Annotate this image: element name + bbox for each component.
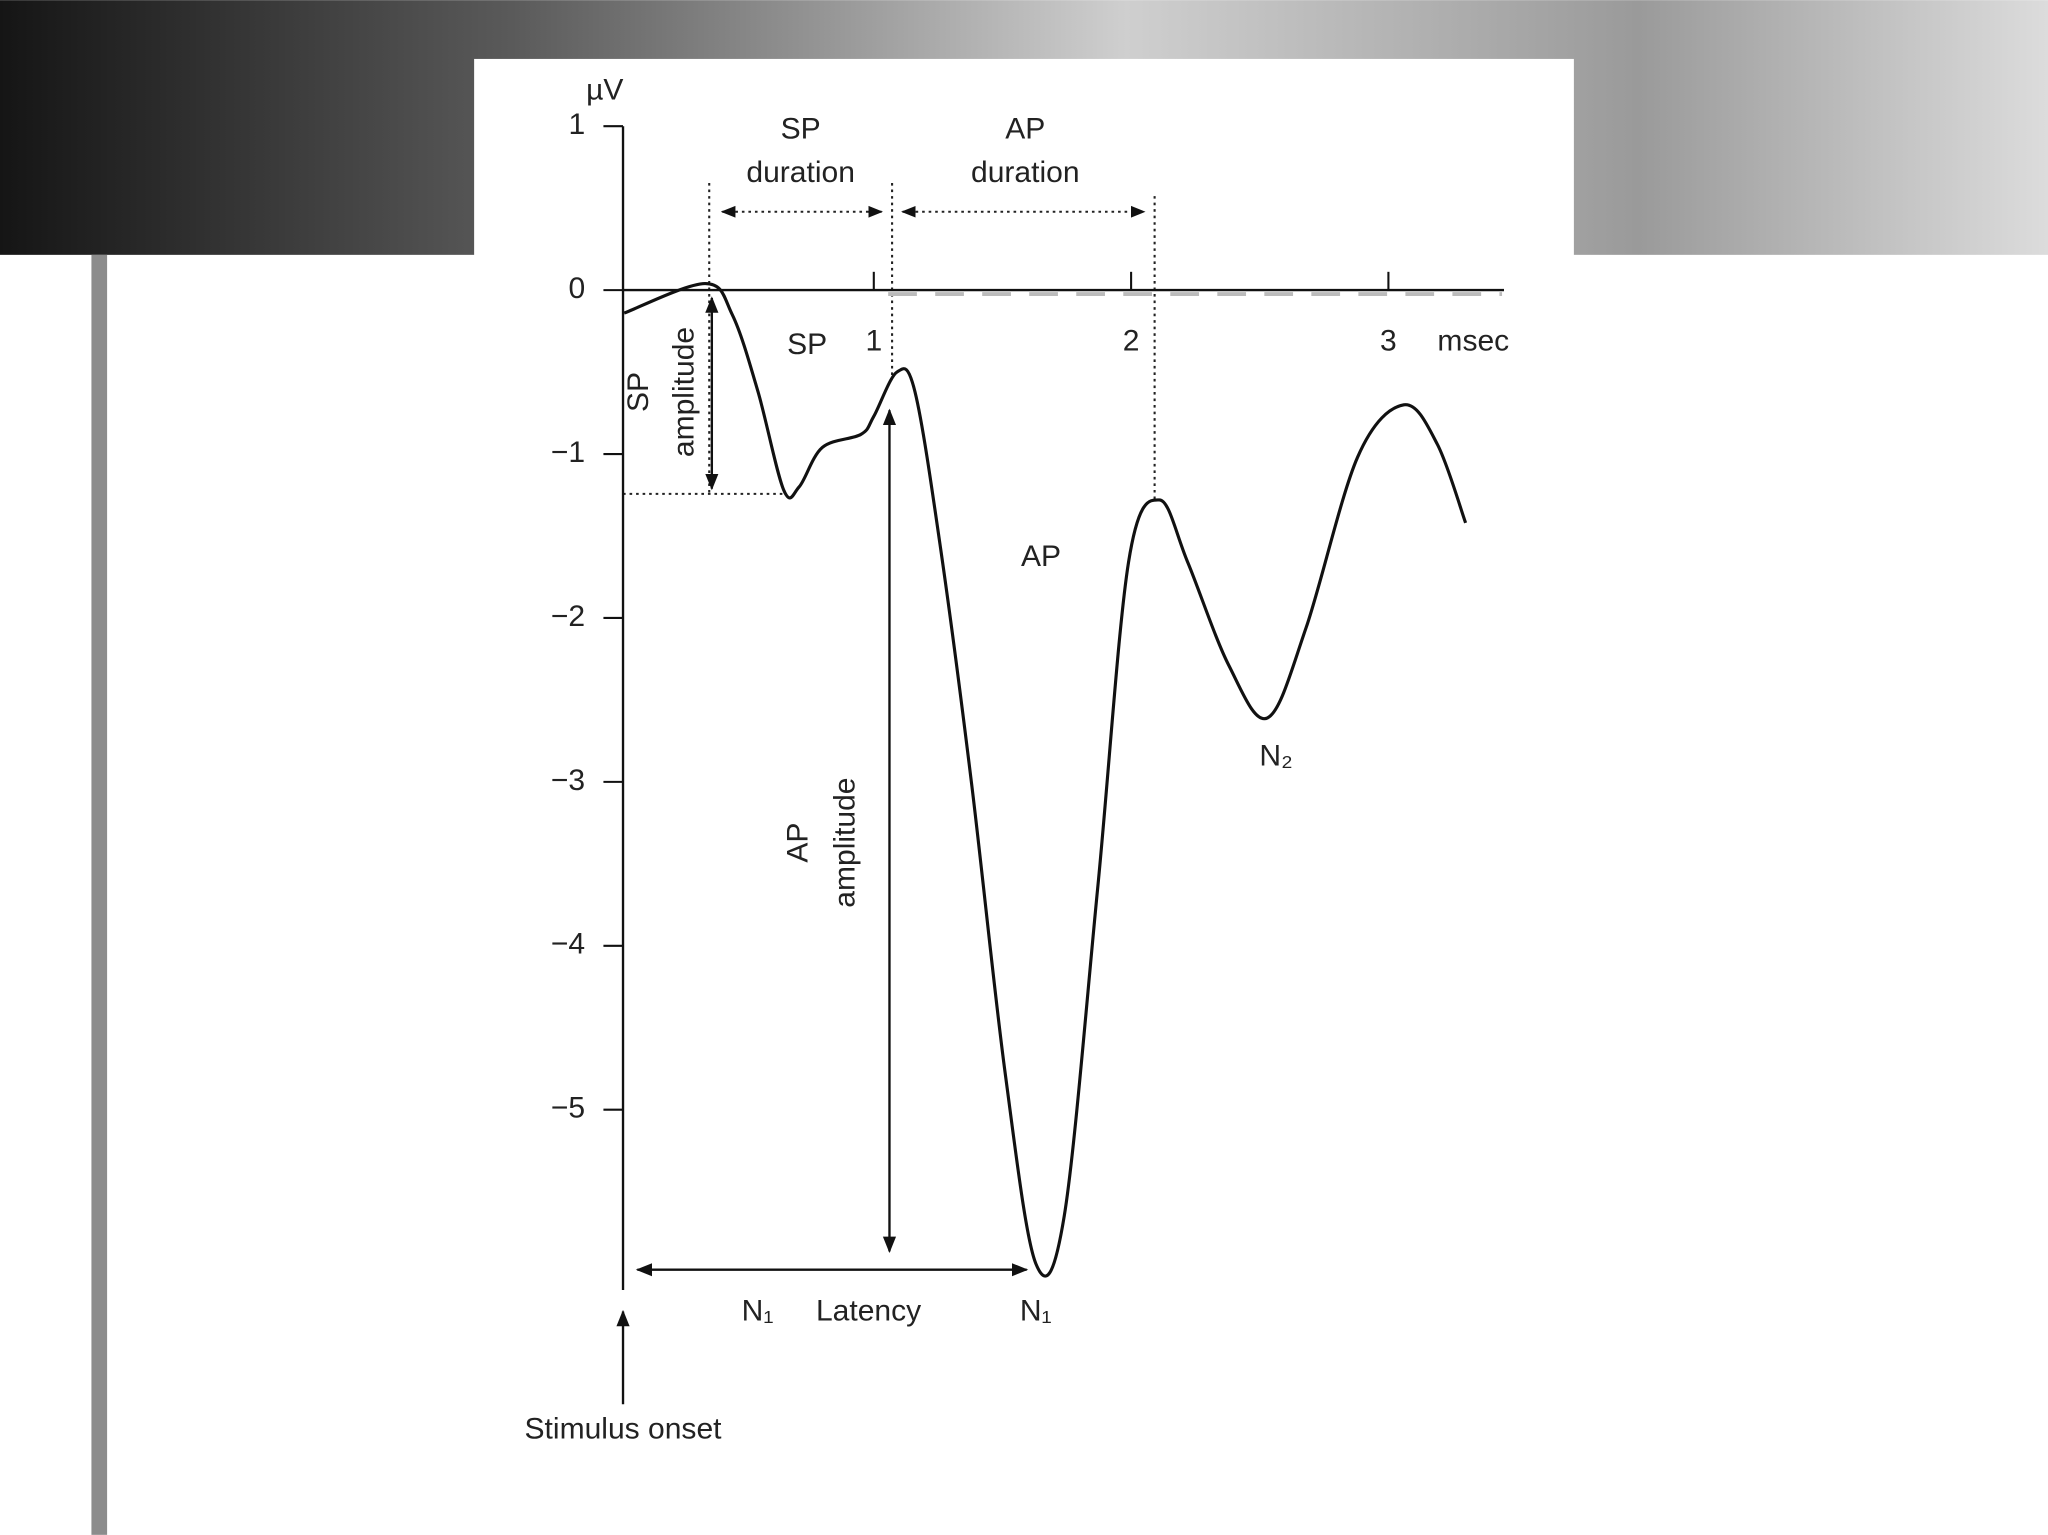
- annotation: AP: [781, 823, 814, 863]
- waveform: [623, 281, 1468, 1278]
- y-tick-label: −1: [551, 436, 585, 469]
- side-bar: [91, 254, 108, 1535]
- annotation: amplitude: [828, 777, 861, 907]
- x-tick-label: 1: [865, 324, 882, 357]
- annotation: Stimulus onset: [525, 1412, 723, 1445]
- annotation: N₂: [1259, 740, 1292, 773]
- annotation: SP: [781, 113, 821, 146]
- x-tick-label: 2: [1123, 324, 1140, 357]
- y-tick-label: −3: [551, 764, 585, 797]
- figure-area: [474, 58, 1574, 1535]
- annotation: SP: [622, 372, 655, 412]
- annotation: Latency: [816, 1295, 921, 1328]
- x-axis-label: msec: [1437, 324, 1509, 357]
- arrows: [616, 296, 1029, 1405]
- annotation: amplitude: [668, 327, 701, 457]
- y-axis-label: µV: [586, 74, 623, 107]
- annotation: N₁: [742, 1295, 774, 1328]
- y-tick-label: −2: [551, 600, 585, 633]
- y-tick-label: −4: [551, 928, 585, 961]
- y-tick-label: 0: [568, 272, 585, 305]
- annotation: duration: [971, 156, 1080, 189]
- y-tick-label: 1: [568, 108, 585, 141]
- y-tick-label: −5: [551, 1092, 585, 1125]
- x-tick-label: 3: [1380, 324, 1397, 357]
- annotation: duration: [746, 156, 855, 189]
- guides: [623, 183, 1156, 501]
- annotation: SP: [787, 328, 827, 361]
- annotation: N₁: [1020, 1295, 1052, 1328]
- annotation: AP: [1005, 113, 1045, 146]
- annotation: AP: [1021, 540, 1061, 573]
